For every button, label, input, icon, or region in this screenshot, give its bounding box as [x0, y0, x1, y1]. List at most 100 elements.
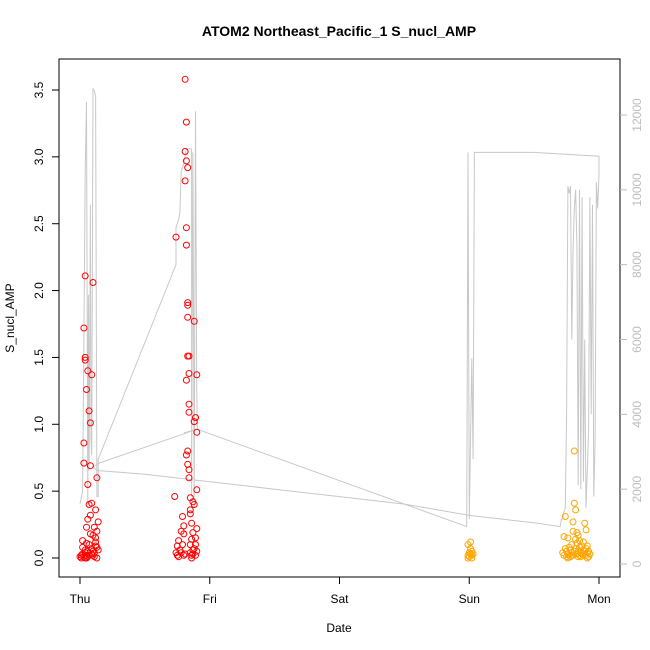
data-point-red: [80, 439, 88, 447]
secondary-series-line: [79, 87, 600, 528]
y-tick-label: 1.5: [32, 349, 46, 366]
x-tick-label: Thu: [70, 592, 91, 606]
data-point-red: [192, 541, 199, 549]
data-point-red: [193, 371, 201, 379]
data-point-orange: [579, 538, 587, 546]
data-point-red: [192, 414, 199, 422]
data-point-red: [185, 466, 193, 474]
plot-frame: [58, 58, 621, 578]
x-axis-label: Date: [326, 621, 352, 635]
data-point-orange: [564, 554, 572, 562]
data-point-red: [190, 418, 198, 426]
data-point-red: [84, 481, 92, 488]
data-point-red: [181, 75, 189, 83]
data-point-red: [86, 462, 94, 470]
data-point-red: [193, 486, 201, 494]
right-tick-label: 8000: [630, 251, 644, 278]
data-point-orange: [570, 447, 578, 455]
data-point-red: [190, 317, 198, 325]
y-tick-label: 1.0: [32, 416, 46, 433]
data-point-orange: [561, 513, 569, 520]
data-point-red: [83, 523, 90, 531]
data-point-red: [84, 515, 92, 523]
data-point-orange: [560, 533, 568, 541]
x-tick-label: Mon: [587, 592, 610, 606]
data-point-red: [92, 506, 100, 514]
data-point-red: [179, 513, 186, 520]
data-point-red: [93, 527, 101, 535]
data-point-red: [172, 233, 180, 241]
data-point-red: [185, 400, 193, 408]
data-point-red: [193, 428, 201, 436]
data-point-red: [88, 371, 96, 379]
axes: Thu Fri Sat Sun Mon 0.0 0.5 1.0 1.5 2.0 2.5 3.0 3.5 0…: [32, 81, 644, 606]
data-point-red: [180, 551, 188, 559]
right-tick-label: 12000: [630, 98, 644, 132]
data-point-red: [80, 324, 88, 332]
data-point-red: [184, 301, 192, 309]
data-point-red: [81, 356, 89, 364]
data-point-red: [81, 272, 89, 280]
data-point-red: [175, 537, 183, 545]
data-point-red: [83, 386, 90, 393]
data-point-red: [86, 419, 94, 427]
data-point-red: [94, 518, 102, 526]
right-tick-label: 6000: [630, 326, 644, 353]
data-point-red: [184, 447, 192, 455]
data-point-orange: [570, 499, 578, 507]
x-tick-label: Sun: [459, 592, 480, 606]
points-layer: [76, 75, 594, 562]
data-point-orange: [581, 519, 589, 527]
right-tick-label: 4000: [630, 401, 644, 428]
data-point-orange: [468, 554, 476, 562]
data-point-red: [92, 534, 100, 542]
y-tick-label: 2.0: [32, 282, 46, 299]
data-point-red: [188, 535, 196, 543]
right-tick-label: 2000: [630, 475, 644, 502]
data-point-red: [81, 353, 89, 361]
data-point-orange: [569, 518, 577, 526]
data-point-orange: [469, 550, 477, 558]
data-point-red: [93, 554, 101, 562]
right-tick-label: 0: [630, 560, 644, 567]
data-point-red: [182, 451, 190, 459]
x-tick-label: Fri: [203, 592, 217, 606]
data-point-orange: [572, 506, 580, 514]
data-point-red: [184, 299, 192, 307]
data-point-red: [93, 474, 101, 482]
data-point-red: [185, 352, 193, 360]
data-point-red: [188, 519, 196, 527]
data-point-red: [181, 550, 189, 558]
data-point-red: [190, 501, 198, 508]
right-tick-label: 10000: [630, 173, 644, 207]
data-point-red: [83, 539, 90, 547]
data-point-red: [182, 224, 190, 232]
data-point-red: [184, 313, 192, 321]
data-point-red: [171, 493, 179, 500]
data-point-orange: [569, 527, 577, 535]
data-point-red: [193, 525, 201, 533]
secondary-line-layer: [79, 87, 600, 528]
data-point-red: [185, 474, 193, 482]
data-point-red: [182, 376, 190, 384]
data-point-orange: [579, 546, 587, 554]
data-point-orange: [468, 551, 476, 559]
y-tick-label: 3.0: [32, 148, 46, 165]
data-point-red: [180, 522, 188, 530]
data-point-red: [182, 118, 190, 126]
data-point-orange: [565, 543, 573, 551]
y-axis-label: S_nucl_AMP: [3, 283, 17, 352]
data-point-red: [181, 177, 189, 185]
data-point-orange: [564, 534, 572, 542]
data-point-red: [186, 510, 194, 518]
data-point-red: [188, 554, 196, 562]
y-tick-label: 0.5: [32, 482, 46, 499]
data-point-red: [88, 550, 96, 558]
data-point-orange: [467, 538, 474, 546]
data-point-red: [186, 506, 194, 514]
data-point-orange: [583, 554, 591, 562]
data-point-red: [80, 459, 88, 467]
data-point-red: [93, 543, 101, 551]
data-point-red: [185, 408, 193, 416]
data-point-red: [84, 367, 92, 375]
